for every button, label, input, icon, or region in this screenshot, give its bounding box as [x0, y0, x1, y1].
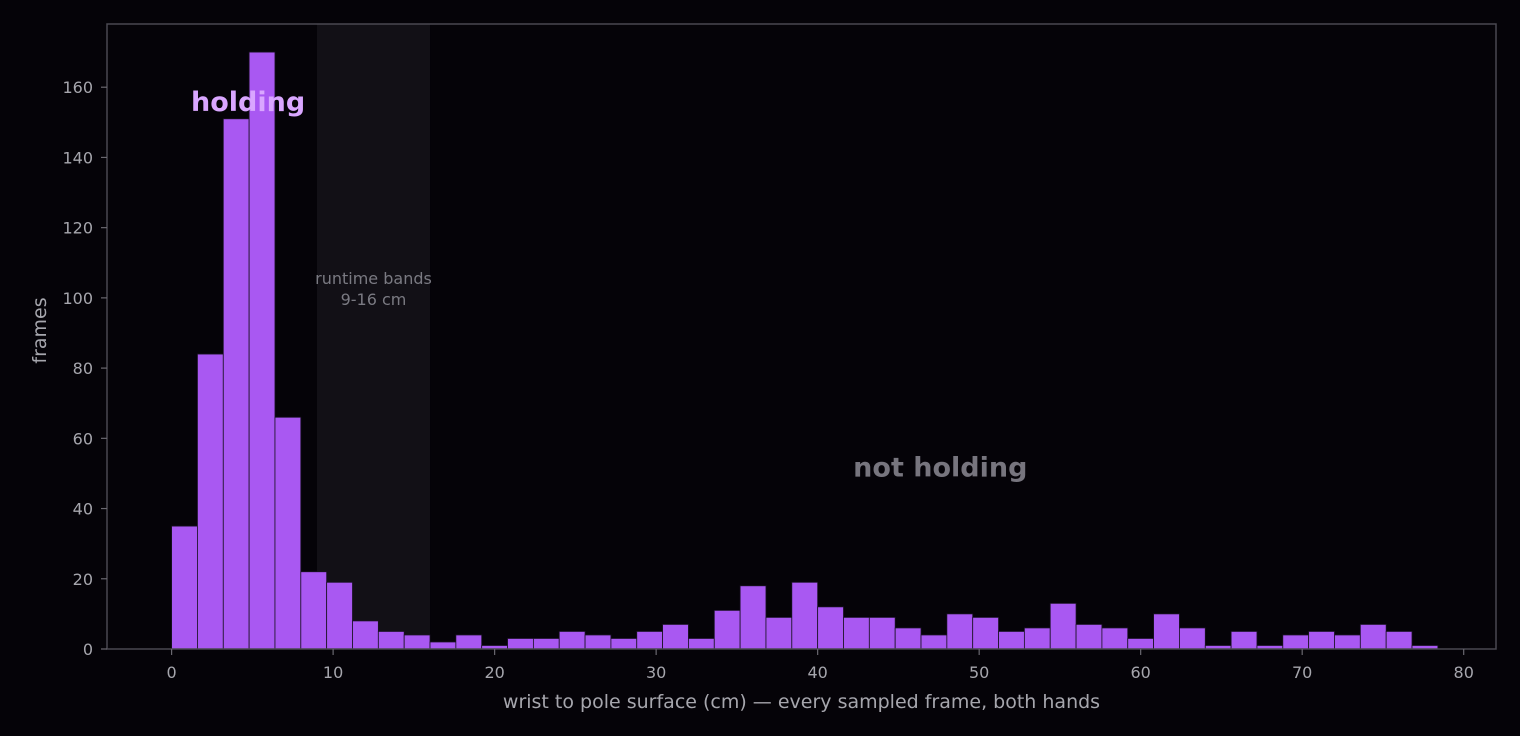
histogram-bar	[1334, 634, 1361, 650]
x-tick-label: 20	[484, 663, 504, 682]
y-tick-label: 40	[73, 500, 93, 519]
histogram-bar	[817, 606, 844, 650]
histogram-bar	[1359, 624, 1387, 650]
x-axis-ticks: 0 10 20 30 40 50 60 70 80	[167, 649, 1474, 682]
histogram-bar	[739, 585, 767, 650]
y-axis-ticks: 0 20 40 60 80 100 120 140 160	[62, 78, 107, 659]
x-tick-label: 40	[807, 663, 827, 682]
histogram-bar	[248, 51, 276, 650]
x-tick-label: 0	[167, 663, 177, 682]
histogram-bar	[1127, 638, 1154, 650]
y-tick-label: 160	[62, 78, 93, 97]
histogram-bar	[1230, 631, 1258, 650]
y-tick-label: 60	[73, 429, 93, 448]
histogram-bar	[1153, 613, 1180, 650]
histogram-bar	[713, 609, 741, 650]
histogram-bar	[558, 631, 586, 650]
histogram-bar	[1385, 631, 1413, 650]
histogram-bar	[1101, 627, 1129, 650]
x-tick-label: 80	[1454, 663, 1474, 682]
runtime-band-region	[316, 24, 431, 649]
histogram-bar	[403, 634, 431, 650]
histogram-bar	[197, 353, 224, 650]
x-tick-label: 60	[1130, 663, 1150, 682]
histogram-bar	[274, 416, 302, 650]
histogram-bar	[455, 634, 483, 650]
histogram-bar	[300, 571, 328, 650]
histogram-bar	[1049, 602, 1077, 650]
histogram-bar	[352, 620, 379, 650]
histogram-bar	[222, 118, 250, 650]
histogram-bar	[636, 631, 663, 650]
histogram-bar	[326, 581, 353, 650]
x-axis-label: wrist to pole surface (cm) — every sampl…	[503, 691, 1100, 713]
y-tick-label: 100	[62, 289, 93, 308]
x-tick-label: 70	[1292, 663, 1312, 682]
histogram-bar	[1023, 627, 1051, 650]
histogram-bar	[946, 613, 974, 650]
band-label-line2: 9-16 cm	[341, 290, 407, 309]
histogram-bar	[1179, 627, 1206, 650]
y-tick-label: 120	[62, 219, 93, 238]
annotation-not-holding: not holding	[853, 452, 1027, 483]
histogram-bar	[765, 616, 793, 650]
y-tick-label: 0	[83, 640, 93, 659]
histogram-bar	[894, 627, 922, 650]
histogram-bar	[377, 631, 405, 650]
band-label-line1: runtime bands	[315, 269, 432, 288]
annotation-holding: holding	[191, 87, 305, 118]
histogram-bar	[532, 638, 560, 650]
x-tick-label: 30	[646, 663, 666, 682]
histogram-bar	[1075, 624, 1103, 650]
y-tick-label: 80	[73, 359, 93, 378]
histogram-bar	[507, 638, 534, 650]
histogram-bar	[998, 631, 1025, 650]
histogram-bar	[584, 634, 612, 650]
histogram-bar	[843, 616, 870, 650]
x-tick-label: 50	[969, 663, 989, 682]
x-tick-label: 10	[323, 663, 343, 682]
histogram-bar	[688, 638, 715, 650]
histogram-bar	[1282, 634, 1310, 650]
bars-group	[171, 51, 1439, 650]
histogram-bar	[920, 634, 948, 650]
histogram-bar	[1308, 631, 1335, 650]
histogram-bar	[972, 616, 999, 650]
histogram-bar	[610, 638, 638, 650]
y-tick-label: 140	[62, 148, 93, 167]
histogram-bar	[171, 525, 198, 650]
y-tick-label: 20	[73, 570, 93, 589]
histogram-bar	[868, 616, 896, 650]
y-axis-label: frames	[29, 297, 51, 363]
plot-frame	[106, 23, 1497, 650]
histogram-bar	[429, 641, 457, 650]
histogram-bar	[791, 581, 819, 650]
histogram-bar	[662, 624, 689, 650]
